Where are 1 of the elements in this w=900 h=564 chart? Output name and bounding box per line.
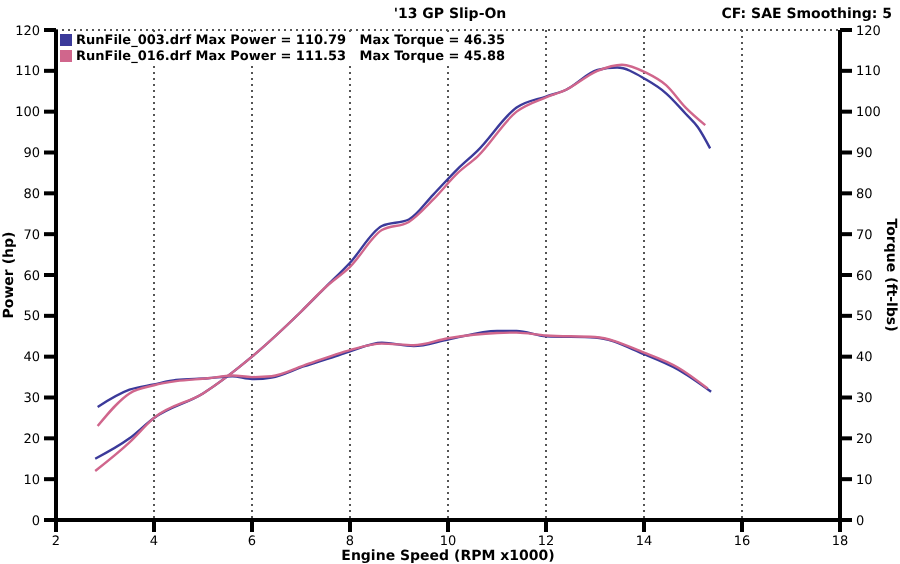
line-series: [96, 329, 713, 409]
